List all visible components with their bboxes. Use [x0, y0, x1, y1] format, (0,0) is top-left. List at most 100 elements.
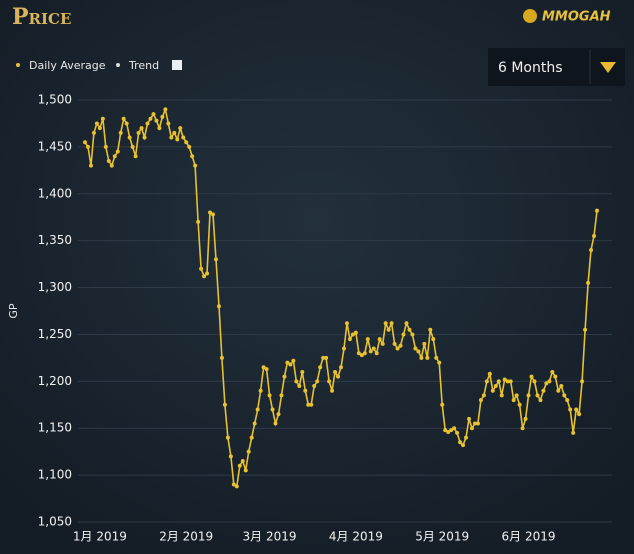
point	[130, 144, 135, 149]
point	[339, 365, 343, 370]
point	[577, 412, 582, 417]
point	[172, 130, 177, 135]
point	[252, 421, 257, 426]
point	[211, 212, 215, 217]
x-tick-label: 5月 2019	[415, 530, 469, 544]
point	[493, 384, 498, 389]
point	[586, 280, 591, 285]
point	[83, 140, 87, 145]
point	[267, 393, 272, 398]
point	[401, 332, 406, 337]
point	[371, 346, 376, 351]
point	[318, 365, 323, 370]
point	[362, 351, 367, 356]
point	[446, 429, 451, 434]
point	[109, 163, 114, 168]
point	[136, 130, 141, 135]
point	[288, 362, 293, 367]
point	[228, 454, 233, 459]
point	[523, 416, 528, 421]
point	[202, 274, 207, 279]
point	[297, 384, 302, 389]
point	[559, 384, 564, 389]
point	[359, 353, 364, 358]
point	[276, 412, 281, 417]
point	[538, 398, 543, 403]
point	[160, 114, 165, 119]
x-tick-label: 1月 2019	[73, 530, 127, 544]
point	[330, 388, 335, 393]
point	[213, 257, 218, 262]
y-tick-label: 1,500	[38, 93, 72, 107]
point	[154, 118, 159, 123]
point	[416, 349, 421, 354]
point	[386, 327, 391, 332]
legend-dot	[116, 63, 120, 67]
point	[568, 407, 573, 412]
point	[508, 379, 513, 384]
point	[216, 304, 221, 309]
point	[205, 271, 210, 276]
point	[237, 463, 242, 468]
point	[589, 248, 594, 253]
point	[148, 116, 153, 121]
point	[541, 388, 546, 393]
point	[583, 327, 588, 332]
point	[225, 435, 230, 440]
point	[425, 355, 430, 360]
point	[428, 327, 433, 332]
point	[294, 379, 299, 384]
point	[547, 379, 552, 384]
point	[341, 346, 346, 351]
y-tick-label: 1,450	[38, 139, 72, 153]
point	[496, 379, 501, 384]
point	[303, 388, 308, 393]
point	[193, 163, 198, 168]
dropdown-box[interactable]	[488, 48, 625, 86]
point	[437, 360, 442, 365]
point	[88, 163, 93, 168]
point	[258, 388, 263, 393]
point	[422, 341, 427, 346]
point	[478, 398, 483, 403]
point	[395, 346, 400, 351]
point	[261, 365, 266, 370]
point	[383, 321, 388, 326]
point	[190, 154, 195, 159]
point	[255, 407, 260, 412]
point	[273, 421, 278, 426]
legend-label[interactable]: Trend	[128, 59, 159, 72]
dropdown[interactable]: 6 Months	[488, 48, 625, 86]
point	[529, 374, 534, 379]
point	[514, 393, 519, 398]
legend-checkbox[interactable]	[172, 60, 182, 70]
point	[312, 384, 317, 389]
point	[163, 107, 168, 112]
point	[175, 137, 180, 142]
point	[469, 426, 474, 431]
dropdown-label[interactable]: 6 Months	[498, 60, 563, 76]
point	[344, 321, 349, 326]
point	[449, 428, 454, 433]
point	[181, 135, 186, 140]
y-tick-label: 1,400	[38, 186, 72, 200]
point	[452, 426, 457, 431]
y-tick-label: 1,350	[38, 233, 72, 247]
point	[368, 349, 373, 354]
x-tick-label: 6月 2019	[502, 530, 556, 544]
point	[219, 355, 224, 360]
point	[327, 379, 332, 384]
point	[291, 358, 296, 363]
point	[169, 135, 174, 140]
point	[270, 407, 275, 412]
legend-label[interactable]: Daily Average	[29, 59, 106, 72]
point	[580, 379, 585, 384]
point	[166, 121, 171, 126]
point	[574, 407, 579, 412]
dropdown-arrow[interactable]	[600, 62, 616, 73]
point	[151, 112, 156, 117]
point	[595, 208, 599, 213]
point	[550, 369, 555, 374]
